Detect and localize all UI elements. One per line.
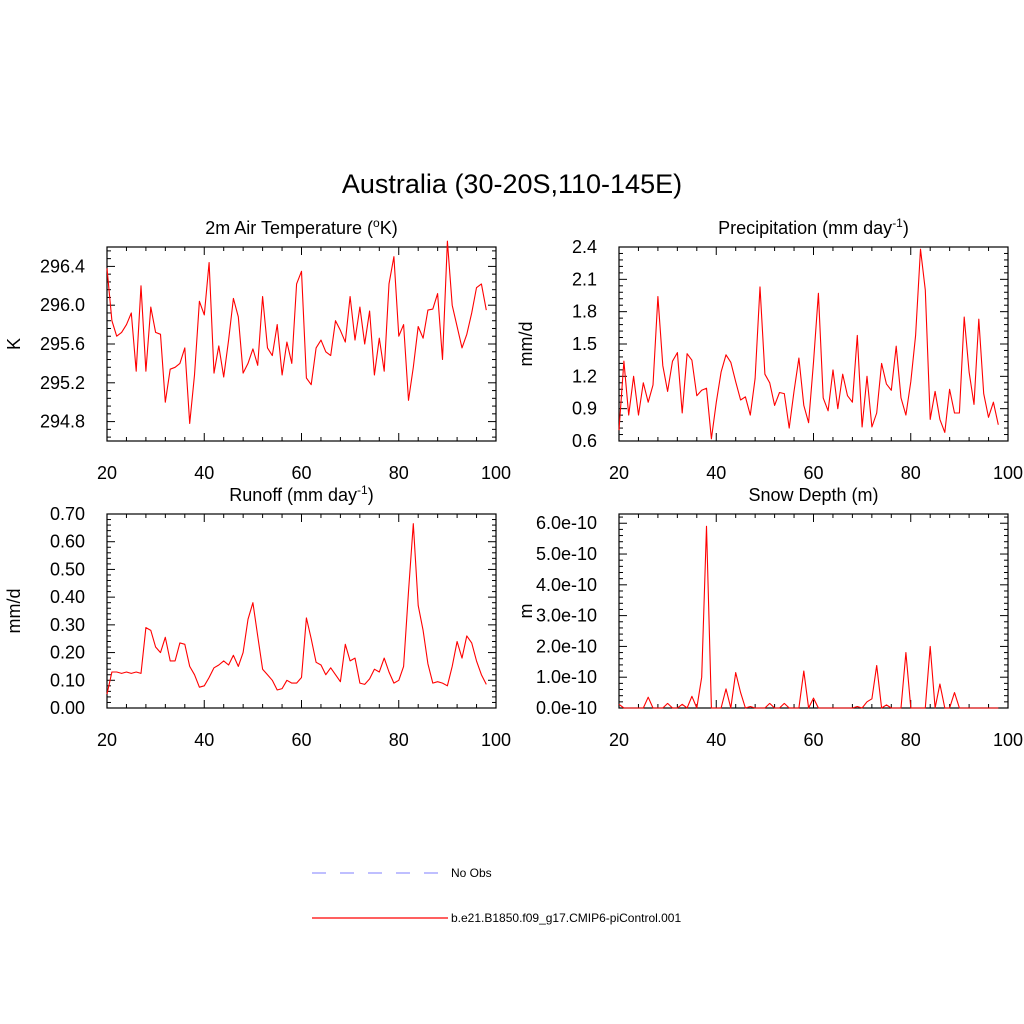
y-tick-label: 2.1 <box>572 269 597 289</box>
y-tick-label: 2.4 <box>572 237 597 257</box>
y-tick-label: 0.0e-10 <box>536 698 597 718</box>
x-tick-label: 40 <box>706 463 726 483</box>
series-line <box>106 523 487 695</box>
x-tick-label: 60 <box>803 730 823 750</box>
y-tick-label: 1.5 <box>572 334 597 354</box>
y-tick-label: 1.8 <box>572 302 597 322</box>
y-tick-label: 295.2 <box>40 373 85 393</box>
x-tick-label: 80 <box>901 730 921 750</box>
y-tick-label: 3.0e-10 <box>536 606 597 626</box>
y-tick-label: 0.6 <box>572 431 597 451</box>
panel-title-main: Runoff (mm day <box>229 485 357 505</box>
x-tick-label: 40 <box>194 463 214 483</box>
x-tick-label: 100 <box>993 463 1023 483</box>
y-axis-label: K <box>4 338 24 350</box>
y-tick-label: 0.00 <box>50 698 85 718</box>
x-tick-label: 100 <box>481 463 511 483</box>
panel-title-superscript: o <box>373 216 380 230</box>
panel-title-end: ) <box>368 485 374 505</box>
y-tick-label: 2.0e-10 <box>536 636 597 656</box>
x-tick-label: 60 <box>291 463 311 483</box>
x-tick-label: 80 <box>901 463 921 483</box>
series-line <box>618 248 999 440</box>
x-tick-label: 80 <box>389 730 409 750</box>
y-tick-label: 5.0e-10 <box>536 544 597 564</box>
y-tick-label: 294.8 <box>40 412 85 432</box>
y-tick-label: 0.60 <box>50 532 85 552</box>
y-tick-label: 0.70 <box>50 504 85 524</box>
y-axis-label: mm/d <box>516 322 536 367</box>
y-tick-label: 295.6 <box>40 334 85 354</box>
y-axis-label: m <box>516 604 536 619</box>
panel-title-end: ) <box>903 218 909 238</box>
panel-1: 2m Air Temperature (oK) K 20 40 60 80 100 294.8… <box>4 216 511 483</box>
x-tick-label: 20 <box>97 730 117 750</box>
panel-title: Precipitation (mm day-1) <box>718 216 909 238</box>
x-tick-label: 20 <box>609 730 629 750</box>
series-line <box>106 240 487 425</box>
y-tick-label: 4.0e-10 <box>536 575 597 595</box>
y-axis-label: mm/d <box>4 589 24 634</box>
panel-title-superscript: -1 <box>892 216 903 230</box>
y-tick-label: 0.10 <box>50 670 85 690</box>
plot-frame <box>618 513 1009 709</box>
legend: No Obs b.e21.B1850.f09_g17.CMIP6-piContr… <box>312 866 681 925</box>
plot-frame <box>106 513 497 709</box>
y-tick-label: 0.9 <box>572 399 597 419</box>
x-tick-label: 80 <box>389 463 409 483</box>
panel-4: Snow Depth (m) m 20 40 60 80 100 0.0e-10 1.0e-10… <box>516 485 1023 750</box>
panel-title: 2m Air Temperature (oK) <box>205 216 397 238</box>
y-tick-label: 1.2 <box>572 366 597 386</box>
y-tick-label: 6.0e-10 <box>536 513 597 533</box>
y-tick-label: 0.20 <box>50 643 85 663</box>
y-tick-label: 0.40 <box>50 587 85 607</box>
panel-title: Snow Depth (m) <box>748 485 878 505</box>
y-tick-label: 0.30 <box>50 615 85 635</box>
panel-title-superscript: -1 <box>357 483 368 497</box>
x-tick-label: 20 <box>609 463 629 483</box>
x-tick-label: 40 <box>706 730 726 750</box>
panel-title-end: K) <box>380 218 398 238</box>
x-tick-label: 20 <box>97 463 117 483</box>
y-tick-label: 296.0 <box>40 295 85 315</box>
x-tick-label: 40 <box>194 730 214 750</box>
panel-3: Runoff (mm day-1) mm/d 20 40 60 80 100 0.00 0.10… <box>4 483 511 750</box>
figure-title: Australia (30-20S,110-145E) <box>342 169 682 199</box>
panels: 2m Air Temperature (oK) K 20 40 60 80 100 294.8… <box>4 216 1023 750</box>
panel-title-main: Precipitation (mm day <box>718 218 892 238</box>
x-tick-label: 100 <box>481 730 511 750</box>
x-tick-label: 100 <box>993 730 1023 750</box>
series-line <box>618 525 999 709</box>
y-tick-label: 0.50 <box>50 559 85 579</box>
panel-title: Runoff (mm day-1) <box>229 483 373 505</box>
legend-label-no-obs: No Obs <box>451 866 492 880</box>
plot-frame <box>618 246 1009 442</box>
y-tick-label: 1.0e-10 <box>536 667 597 687</box>
x-tick-label: 60 <box>291 730 311 750</box>
y-tick-label: 296.4 <box>40 256 85 276</box>
legend-label-case: b.e21.B1850.f09_g17.CMIP6-piControl.001 <box>451 911 681 925</box>
x-tick-label: 60 <box>803 463 823 483</box>
panel-2: Precipitation (mm day-1) mm/d 20 40 60 80 100 0… <box>516 216 1023 483</box>
panel-title-main: Snow Depth (m) <box>748 485 878 505</box>
panel-title-main: 2m Air Temperature ( <box>205 218 373 238</box>
